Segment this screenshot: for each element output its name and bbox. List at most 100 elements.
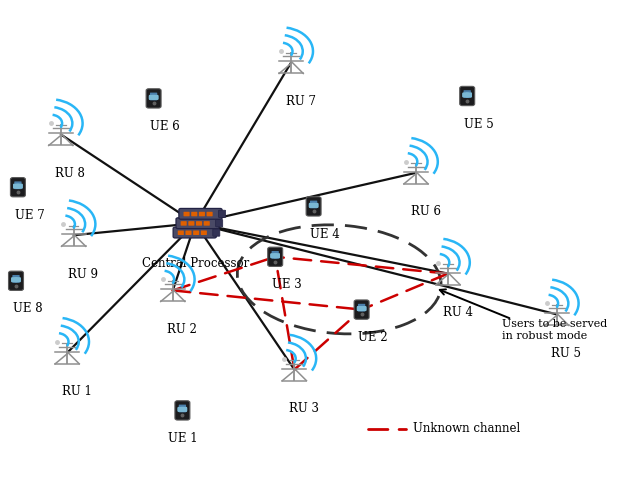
Text: RU 5: RU 5 [552,347,581,360]
FancyBboxPatch shape [180,408,187,412]
FancyBboxPatch shape [12,277,18,282]
FancyBboxPatch shape [310,201,317,208]
FancyBboxPatch shape [271,253,277,258]
Text: RU 8: RU 8 [56,167,85,180]
FancyBboxPatch shape [180,221,187,226]
FancyBboxPatch shape [196,221,202,226]
FancyBboxPatch shape [309,203,316,207]
Text: RU 9: RU 9 [68,268,98,281]
FancyBboxPatch shape [460,86,475,106]
FancyBboxPatch shape [13,184,20,189]
FancyBboxPatch shape [13,184,20,188]
FancyBboxPatch shape [360,306,366,311]
FancyBboxPatch shape [271,251,279,259]
FancyBboxPatch shape [12,275,20,283]
FancyBboxPatch shape [463,90,471,98]
FancyBboxPatch shape [178,407,184,411]
Text: RU 4: RU 4 [443,306,472,319]
FancyBboxPatch shape [354,300,369,319]
FancyBboxPatch shape [14,278,20,282]
FancyBboxPatch shape [149,96,156,100]
FancyBboxPatch shape [179,208,222,219]
Text: UE 7: UE 7 [15,209,44,222]
Text: RU 2: RU 2 [168,323,197,336]
Text: UE 6: UE 6 [150,120,180,133]
FancyBboxPatch shape [152,96,158,100]
FancyBboxPatch shape [216,219,223,227]
FancyBboxPatch shape [306,197,321,216]
FancyBboxPatch shape [201,230,207,235]
FancyBboxPatch shape [360,306,366,311]
FancyBboxPatch shape [463,93,469,97]
Text: UE 8: UE 8 [13,302,42,315]
Text: RU 1: RU 1 [62,385,92,398]
Text: UE 2: UE 2 [358,331,388,344]
FancyBboxPatch shape [8,271,24,290]
FancyBboxPatch shape [219,210,226,217]
FancyBboxPatch shape [152,95,158,99]
FancyBboxPatch shape [358,304,365,312]
FancyBboxPatch shape [191,212,197,216]
FancyBboxPatch shape [463,93,469,97]
Text: UE 5: UE 5 [464,118,493,131]
FancyBboxPatch shape [173,227,216,238]
FancyBboxPatch shape [271,254,277,258]
FancyBboxPatch shape [146,89,161,108]
FancyBboxPatch shape [176,218,219,228]
FancyBboxPatch shape [13,184,20,188]
FancyBboxPatch shape [193,230,199,235]
FancyBboxPatch shape [465,93,472,97]
FancyBboxPatch shape [207,212,212,216]
FancyBboxPatch shape [357,306,364,311]
FancyBboxPatch shape [184,212,189,216]
Text: RU 3: RU 3 [289,402,319,415]
FancyBboxPatch shape [149,95,156,99]
FancyBboxPatch shape [188,221,195,226]
FancyBboxPatch shape [178,230,184,235]
FancyBboxPatch shape [268,247,283,266]
Text: UE 4: UE 4 [310,228,340,241]
FancyBboxPatch shape [16,184,22,188]
FancyBboxPatch shape [16,184,22,188]
FancyBboxPatch shape [12,277,18,282]
FancyBboxPatch shape [309,204,316,208]
FancyBboxPatch shape [273,253,280,258]
FancyBboxPatch shape [312,204,318,208]
FancyBboxPatch shape [212,229,220,236]
FancyBboxPatch shape [178,408,184,412]
FancyBboxPatch shape [180,407,187,411]
FancyBboxPatch shape [199,212,205,216]
FancyBboxPatch shape [178,407,184,411]
Text: UE 1: UE 1 [168,432,197,445]
FancyBboxPatch shape [271,253,277,258]
FancyBboxPatch shape [357,306,364,311]
FancyBboxPatch shape [150,93,157,100]
FancyBboxPatch shape [149,95,156,99]
FancyBboxPatch shape [14,277,20,282]
Text: Users to be served
in robust mode: Users to be served in robust mode [502,319,607,341]
FancyBboxPatch shape [14,181,22,189]
FancyBboxPatch shape [180,407,187,411]
FancyBboxPatch shape [179,405,186,412]
Text: Unknown channel: Unknown channel [413,422,520,435]
FancyBboxPatch shape [16,184,22,189]
Text: RU 6: RU 6 [411,205,440,218]
FancyBboxPatch shape [204,221,210,226]
Text: RU 7: RU 7 [286,95,316,108]
FancyBboxPatch shape [465,93,472,97]
FancyBboxPatch shape [463,93,469,97]
FancyBboxPatch shape [312,203,318,207]
FancyBboxPatch shape [273,253,280,258]
FancyBboxPatch shape [152,95,158,99]
FancyBboxPatch shape [357,307,364,311]
Text: Central Processor: Central Processor [141,257,249,270]
FancyBboxPatch shape [10,178,26,197]
FancyBboxPatch shape [186,230,191,235]
FancyBboxPatch shape [175,401,190,420]
FancyBboxPatch shape [312,203,318,207]
FancyBboxPatch shape [360,307,366,311]
FancyBboxPatch shape [12,278,18,282]
FancyBboxPatch shape [273,254,280,258]
FancyBboxPatch shape [465,93,472,97]
Text: UE 3: UE 3 [272,278,301,291]
